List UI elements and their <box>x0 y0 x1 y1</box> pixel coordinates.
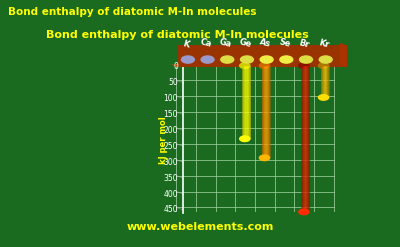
Ellipse shape <box>239 135 251 142</box>
Text: 400: 400 <box>164 190 178 199</box>
Polygon shape <box>321 66 322 98</box>
Text: 150: 150 <box>164 110 178 119</box>
Text: As: As <box>258 38 272 49</box>
Ellipse shape <box>279 55 294 64</box>
Text: 350: 350 <box>164 174 178 183</box>
Polygon shape <box>323 66 324 98</box>
Polygon shape <box>322 66 323 98</box>
Polygon shape <box>304 66 305 213</box>
Text: 200: 200 <box>164 126 178 135</box>
Ellipse shape <box>298 62 310 69</box>
Text: Ca: Ca <box>199 38 213 49</box>
Text: Br: Br <box>298 38 310 49</box>
Polygon shape <box>245 66 246 140</box>
Text: Ge: Ge <box>238 37 252 49</box>
Ellipse shape <box>260 55 274 64</box>
Text: Se: Se <box>278 38 291 49</box>
Text: Ga: Ga <box>218 37 233 49</box>
Polygon shape <box>247 66 248 139</box>
Ellipse shape <box>259 154 270 161</box>
Text: 450: 450 <box>164 206 178 214</box>
Polygon shape <box>268 66 269 158</box>
Text: kJ per mol: kJ per mol <box>159 116 168 164</box>
Text: K: K <box>182 39 190 49</box>
Polygon shape <box>340 43 347 67</box>
Polygon shape <box>244 66 245 140</box>
Text: Bond enthalpy of diatomic M-In molecules: Bond enthalpy of diatomic M-In molecules <box>8 7 256 17</box>
Polygon shape <box>302 66 303 213</box>
Polygon shape <box>243 66 244 140</box>
Polygon shape <box>328 66 329 98</box>
Text: www.webelements.com: www.webelements.com <box>126 222 274 232</box>
Polygon shape <box>305 66 306 212</box>
Polygon shape <box>309 66 310 212</box>
Text: 300: 300 <box>164 158 178 167</box>
Text: Bond enthalpy of diatomic M-In molecules: Bond enthalpy of diatomic M-In molecules <box>46 30 309 40</box>
Text: 50: 50 <box>168 78 178 87</box>
Polygon shape <box>178 45 347 67</box>
Ellipse shape <box>200 55 215 64</box>
Ellipse shape <box>240 55 254 64</box>
Polygon shape <box>265 66 266 159</box>
Ellipse shape <box>318 55 333 64</box>
Polygon shape <box>306 66 307 212</box>
Polygon shape <box>246 66 247 139</box>
Ellipse shape <box>239 62 251 69</box>
Polygon shape <box>266 66 267 159</box>
Polygon shape <box>262 66 263 159</box>
Polygon shape <box>267 66 268 158</box>
Polygon shape <box>307 66 308 212</box>
Ellipse shape <box>318 94 329 101</box>
Ellipse shape <box>259 62 270 69</box>
Polygon shape <box>325 66 326 98</box>
Ellipse shape <box>299 55 313 64</box>
Polygon shape <box>249 66 250 139</box>
Polygon shape <box>176 64 334 211</box>
Polygon shape <box>250 66 251 139</box>
Text: Kr: Kr <box>318 38 330 49</box>
Polygon shape <box>324 66 325 98</box>
Polygon shape <box>329 66 330 98</box>
Text: 100: 100 <box>164 94 178 103</box>
Text: 250: 250 <box>164 142 178 151</box>
Text: 0: 0 <box>173 62 178 71</box>
Polygon shape <box>326 66 327 98</box>
Ellipse shape <box>181 55 195 64</box>
Polygon shape <box>303 66 304 213</box>
Polygon shape <box>269 66 270 158</box>
Ellipse shape <box>298 208 310 215</box>
Polygon shape <box>263 66 264 159</box>
Polygon shape <box>327 66 328 98</box>
Polygon shape <box>308 66 309 212</box>
Ellipse shape <box>220 55 234 64</box>
Polygon shape <box>248 66 249 139</box>
Ellipse shape <box>318 62 329 69</box>
Polygon shape <box>264 66 265 159</box>
Polygon shape <box>242 66 243 140</box>
Polygon shape <box>170 64 347 67</box>
